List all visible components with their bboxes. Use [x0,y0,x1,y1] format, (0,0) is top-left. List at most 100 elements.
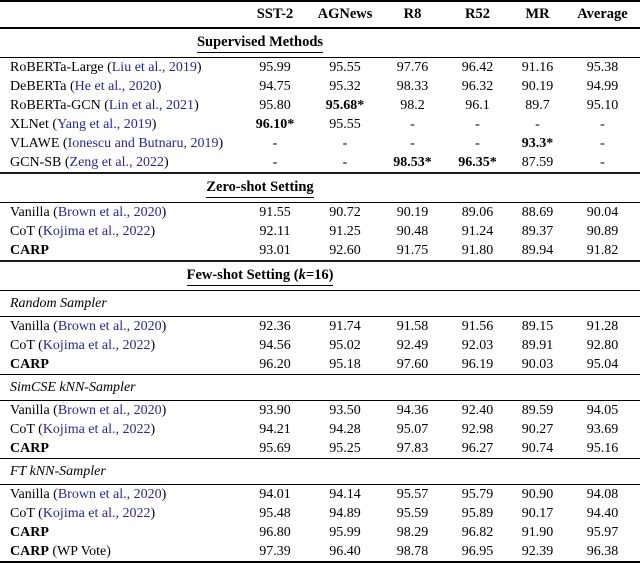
method-name: Vanilla [10,318,50,334]
citation-link[interactable]: Brown et al., 2020 [57,204,162,220]
score-cell: 94.99 [586,78,619,94]
citation-link[interactable]: Lin et al., 2021 [108,97,195,113]
citation-link[interactable]: Kojima et al., 2022 [42,337,151,353]
score-cell: 95.38 [565,57,640,77]
method-label: CARP [0,439,240,459]
score-cell: 93.3* [521,135,554,151]
score-cell: 95.16 [586,440,619,456]
score-cell: 95.32 [329,78,361,94]
score-cell: 95.07 [396,421,429,437]
score-cell: 90.19 [380,202,445,222]
score-cell: 94.05 [565,400,640,420]
score-cell: 94.36 [380,400,445,420]
citation-link[interactable]: Ionescu and Butnaru, 2019 [67,135,219,151]
score-cell: 95.04 [586,356,619,372]
score-cell: 95.55 [329,116,361,132]
score-cell: 95.99 [240,57,310,77]
score-cell: 91.28 [565,316,640,336]
citation-link[interactable]: Kojima et al., 2022 [42,505,151,521]
score-cell: - [272,135,278,151]
method-label: CARP [0,523,240,542]
citation-link[interactable]: Zeng et al., 2022 [69,154,165,170]
score-cell: 90.90 [510,484,565,504]
score-cell: 95.89 [461,505,494,521]
score-cell: 97.76 [380,57,445,77]
score-cell: 95.48 [259,505,291,521]
method-name: Vanilla [10,204,50,220]
score-cell: 95.97 [586,524,619,540]
citation-link[interactable]: He et al., 2020 [74,78,157,94]
score-cell: 88.69 [510,202,565,222]
citation-link[interactable]: Liu et al., 2019 [111,59,197,75]
score-cell: 90.74 [521,440,554,456]
section-title: Supervised Methods [196,33,324,53]
score-cell: 87.59 [521,154,554,170]
score-cell: 90.27 [521,421,554,437]
sampler-subheading-row: Random Sampler [0,290,640,317]
score-cell: - [410,116,415,132]
table-row: CoT (Kojima et al., 2022) 95.48 94.89 95.59… [0,504,640,523]
score-cell: 93.90 [240,400,310,420]
table-row: CoT (Kojima et al., 2022) 94.21 94.28 95.07… [0,420,640,439]
citation-link[interactable]: Kojima et al., 2022 [42,421,151,437]
score-cell: 96.10* [255,116,295,132]
score-cell: - [410,135,415,151]
score-cell: 94.40 [586,505,619,521]
method-name: CARP [10,440,49,456]
citation-link[interactable]: Yang et al., 2019 [57,116,152,132]
score-cell: - [475,135,480,151]
score-cell: 92.60 [329,242,361,258]
score-cell: 96.27 [461,440,494,456]
method-label: CoT (Kojima et al., 2022) [10,223,156,239]
score-cell: - [535,116,540,132]
score-cell: 96.19 [461,356,494,372]
method-label: Vanilla (Brown et al., 2020) [0,400,240,420]
table-row: Vanilla (Brown et al., 2020) 91.55 90.72 90… [0,202,640,222]
method-label: RoBERTa-GCN (Lin et al., 2021) [10,97,199,113]
score-cell: - [342,154,348,170]
score-cell: 93.01 [259,242,291,258]
score-cell: 95.18 [329,356,361,372]
score-cell: 91.24 [461,223,494,239]
citation-link[interactable]: Brown et al., 2020 [57,486,162,502]
score-cell: 95.25 [329,440,361,456]
score-cell: 97.39 [240,542,310,563]
score-cell: 94.89 [329,505,361,521]
table-row: CARP 93.01 92.60 91.75 91.80 89.94 91.82 [0,241,640,261]
score-cell: 96.32 [461,78,494,94]
table-header-row: SST-2 AGNews R8 R52 MR Average [0,0,640,28]
citation-link[interactable]: Brown et al., 2020 [57,402,162,418]
citation-link[interactable]: Brown et al., 2020 [57,318,162,334]
method-name: GCN-SB [10,154,62,170]
table-row: CoT (Kojima et al., 2022) 94.56 95.02 92.49… [0,336,640,355]
score-cell: 89.91 [521,337,554,353]
score-cell: 89.94 [521,242,554,258]
score-cell: 92.40 [445,400,510,420]
score-cell: 91.90 [521,524,554,540]
section-title-part: Supervised Methods [196,33,324,50]
table-row: CoT (Kojima et al., 2022) 92.11 91.25 90.48… [0,222,640,241]
score-cell: 95.79 [445,484,510,504]
score-cell: 91.80 [461,242,494,258]
score-cell: 90.03 [521,356,554,372]
score-cell: 91.82 [586,242,619,258]
sampler-subheading: FT kNN-Sampler [0,458,640,485]
method-label: XLNet (Yang et al., 2019) [10,116,157,132]
method-name: RoBERTa-GCN [10,97,101,113]
section-title: Zero-shot Setting [206,178,314,198]
method-name: CARP [10,543,49,559]
method-label: GCN-SB (Zeng et al., 2022) [10,154,169,170]
score-cell: 95.55 [310,57,380,77]
column-header-sst2: SST-2 [240,0,310,28]
column-header-agnews: AGNews [310,0,380,28]
score-cell: 90.04 [565,202,640,222]
method-label: DeBERTa (He et al., 2020) [10,78,162,94]
score-cell: - [342,135,348,151]
citation-link[interactable]: Kojima et al., 2022 [42,223,151,239]
sampler-subheading: Random Sampler [0,290,640,317]
table-row: Vanilla (Brown et al., 2020) 94.01 94.14 95… [0,484,640,504]
table-row: CARP 96.80 95.99 98.29 96.82 91.90 95.97 [0,523,640,542]
section-title-part: Zero-shot Setting [206,178,314,195]
score-cell: 94.14 [310,484,380,504]
